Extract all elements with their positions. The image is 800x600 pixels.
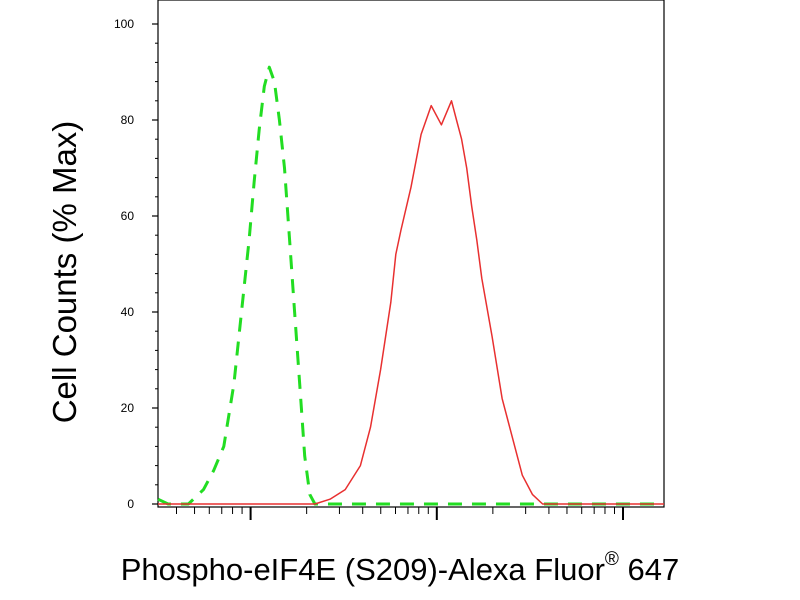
- x-axis-label: Phospho-eIF4E (S209)-Alexa Fluor® 647: [0, 549, 800, 588]
- plot-frame: [157, 0, 665, 508]
- y-axis-label: Cell Counts (% Max): [46, 121, 83, 424]
- red-solid-histogram: [158, 100, 664, 505]
- series-group: [157, 65, 664, 506]
- y-tick-label: 40: [121, 305, 135, 319]
- x-axis-label-superscript: ®: [604, 549, 619, 570]
- y-tick-label: 100: [114, 17, 134, 31]
- y-tick-label: 20: [121, 401, 135, 415]
- x-axis-label-suffix: 647: [618, 552, 680, 587]
- x-axis-label-text: Phospho-eIF4E (S209)-Alexa Fluor: [120, 552, 605, 587]
- y-tick-label: 60: [121, 209, 135, 223]
- plot-border: [157, 0, 665, 508]
- green-dashed-histogram: [157, 65, 664, 506]
- y-tick-label: 80: [121, 113, 135, 127]
- x-axis: [175, 507, 625, 520]
- y-axis: 0 20 40 60 80 100: [114, 17, 158, 511]
- y-tick-label: 0: [127, 497, 134, 511]
